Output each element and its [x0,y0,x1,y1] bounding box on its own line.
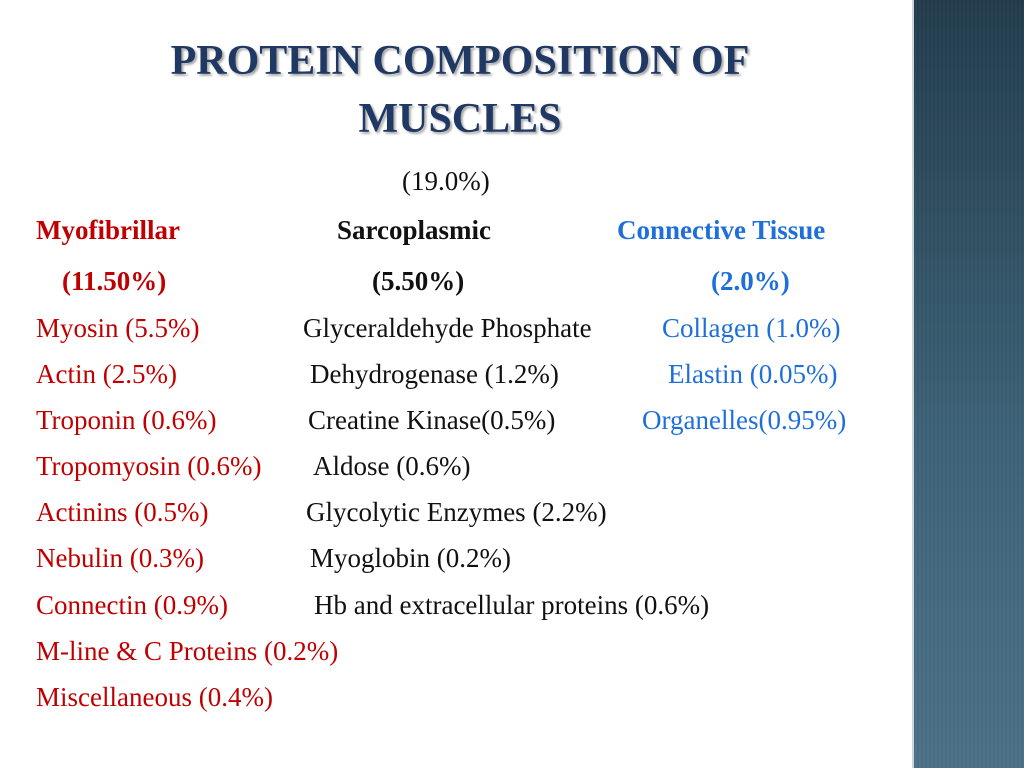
connective-tissue-item: Organelles(0.95%) [642,405,847,435]
myofibrillar-item: Nebulin (0.3%) [36,543,204,573]
total-percentage: (19.0%) [402,166,490,196]
slide-title-line-1: PROTEIN COMPOSITION OF [170,38,750,84]
category-percent-myofibrillar: (11.50%) [62,266,167,296]
connective-tissue-item: Collagen (1.0%) [662,313,841,343]
myofibrillar-item: M-line & C Proteins (0.2%) [36,636,339,666]
myofibrillar-item: Troponin (0.6%) [36,405,217,435]
sarcoplasmic-item: Glyceraldehyde Phosphate [303,313,592,343]
category-percent-connective-tissue: (2.0%) [711,266,790,296]
sarcoplasmic-item: Creatine Kinase(0.5%) [308,405,556,435]
sarcoplasmic-item: Aldose (0.6%) [313,451,471,481]
category-heading-connective-tissue: Connective Tissue [617,215,826,245]
myofibrillar-item: Myosin (5.5%) [36,313,200,343]
category-heading-sarcoplasmic: Sarcoplasmic [337,215,491,245]
sarcoplasmic-item: Myoglobin (0.2%) [310,543,511,573]
myofibrillar-item: Connectin (0.9%) [36,590,228,620]
myofibrillar-item: Tropomyosin (0.6%) [36,451,262,481]
myofibrillar-item: Actin (2.5%) [36,359,177,389]
decorative-side-bar [912,0,1024,768]
slide-title-line-2: MUSCLES [358,96,562,142]
myofibrillar-item: Actinins (0.5%) [36,497,209,527]
sarcoplasmic-item: Glycolytic Enzymes (2.2%) [306,497,607,527]
connective-tissue-item: Elastin (0.05%) [668,359,838,389]
sarcoplasmic-item: Hb and extracellular proteins (0.6%) [314,590,710,620]
category-percent-sarcoplasmic: (5.50%) [372,266,465,296]
sarcoplasmic-item: Dehydrogenase (1.2%) [310,359,559,389]
myofibrillar-item: Miscellaneous (0.4%) [36,682,273,712]
category-heading-myofibrillar: Myofibrillar [36,215,180,245]
side-bar-edge [912,0,914,768]
